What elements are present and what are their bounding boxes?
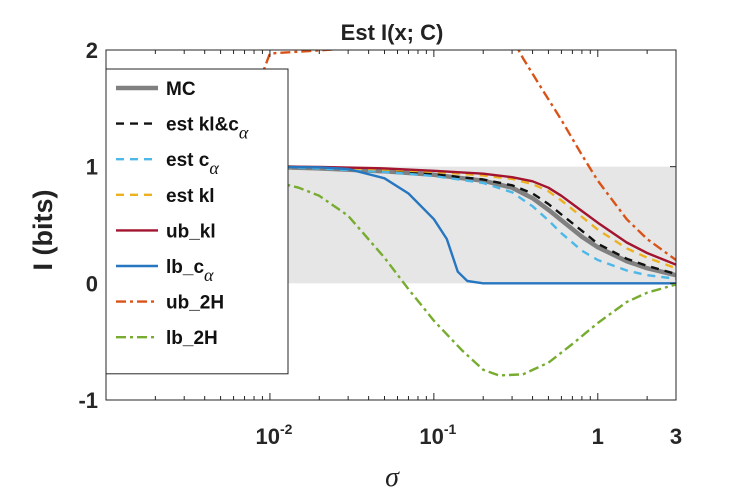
legend-label-subscript: α [209,158,219,178]
legend-label: est kl&cα [166,115,249,143]
legend-label-text: est c [166,150,210,171]
series-line-est_ca [269,165,676,280]
y-tick-label: -1 [78,388,98,413]
legend-label-text: est kl&c [166,115,239,136]
series-line-ub_kl [269,165,676,266]
x-tick-label: 3 [670,424,682,449]
y-tick-label: 0 [86,271,98,296]
y-tick-label: 2 [86,38,98,63]
x-tick-exponent: -2 [280,421,293,437]
x-tick-label: 10-1 [419,421,456,449]
legend-item-ub_2h: ub_2H [116,293,224,314]
y-axis-label: I (bits) [28,190,58,271]
legend-box [105,68,289,375]
legend-label: lb_cα [166,257,214,285]
legend-label: lb_2H [166,328,218,349]
legend-label: ub_kl [166,221,216,242]
legend-label-text: est kl [166,186,215,207]
legend-label-text: lb_2H [166,328,218,349]
legend-label-subscript: α [204,265,214,285]
series-line-est_kl [269,165,676,270]
chart-title: Est I(x; C) [341,20,444,45]
x-tick-exponent: -1 [444,421,457,437]
x-tick-label: 1 [592,424,604,449]
x-axis-label: σ [385,462,400,493]
legend-label: est cα [166,150,219,178]
legend-label: ub_2H [166,293,224,314]
legend-item-mc: MC [116,79,196,100]
legend-item-lb_ca: lb_cα [116,257,214,285]
series-line-lb_ca [269,165,676,285]
legend-label-text: ub_2H [166,293,224,314]
x-tick-label: 10-2 [255,421,292,449]
legend-item-est_ca: est cα [116,150,219,178]
y-ticks: -1 0 1 2 [78,38,98,413]
legend-item-est_kl_ca: est kl&cα [116,115,249,143]
series-line-mc [269,164,676,278]
legend-item-est_kl: est kl [116,186,215,207]
y-tick-label: 1 [86,155,98,180]
legend-label-text: ub_kl [166,221,216,242]
legend-label-text: MC [166,79,196,100]
x-tick-base: 10 [255,424,279,449]
legend-item-lb_2h: lb_2H [116,328,218,349]
legend-item-ub_kl: ub_kl [116,221,216,242]
x-tick-base: 10 [419,424,443,449]
x-ticks: 10-2 10-1 1 3 [255,421,682,449]
legend-label-text: lb_c [166,257,204,278]
legend-label: est kl [166,186,215,207]
legend-label-subscript: α [239,123,249,143]
legend-label: MC [166,79,196,100]
